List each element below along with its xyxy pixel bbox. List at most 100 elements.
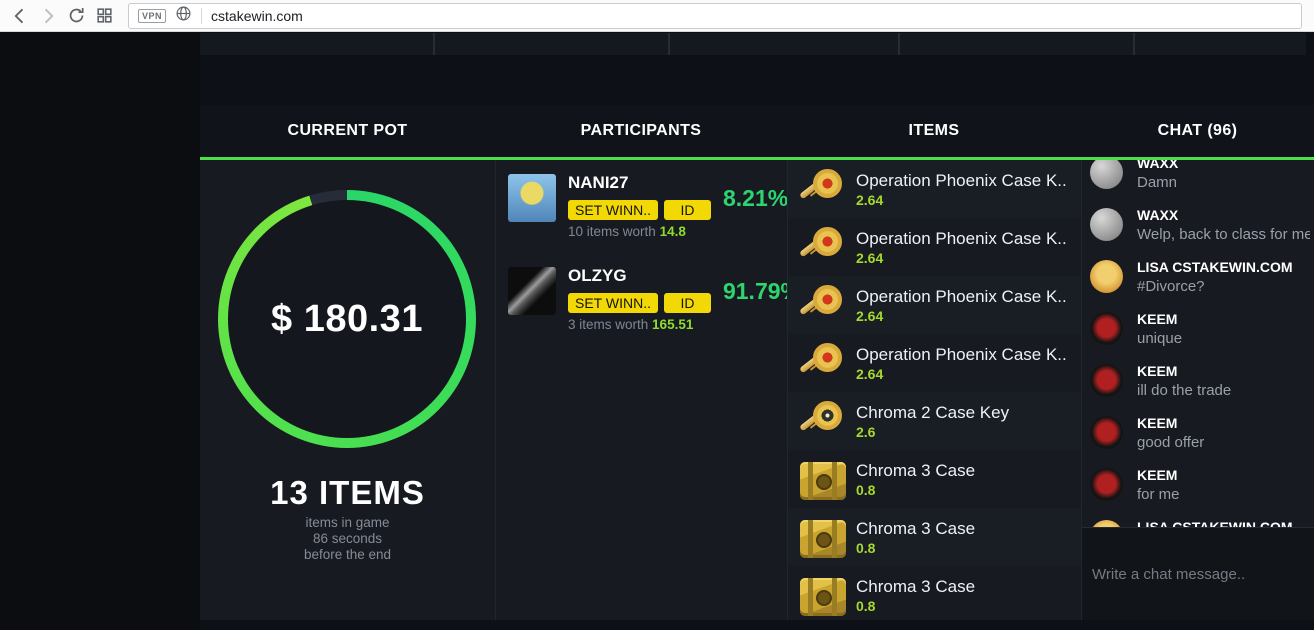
item-info: Chroma 2 Case Key 2.6 [856, 402, 1009, 441]
pot-amount: $ 180.31 [271, 297, 423, 340]
participant-buttons: SET WINN.. ID [568, 293, 711, 313]
current-pot-section: $ 180.31 13 ITEMS items in game 86 secon… [200, 160, 495, 620]
apps-grid-icon[interactable] [90, 3, 118, 29]
item-info: Operation Phoenix Case K.. 2.64 [856, 344, 1067, 383]
page-background: CURRENT POT PARTICIPANTS ITEMS CHAT (96)… [0, 32, 1314, 630]
item-row: Chroma 2 Case Key 2.6 [788, 392, 1081, 450]
participant-name: NANI27 [568, 173, 629, 192]
item-price: 2.6 [856, 423, 876, 440]
chat-username: LISA CSTAKEWIN.COM [1137, 519, 1293, 527]
chat-avatar [1090, 312, 1123, 345]
item-name: Chroma 3 Case [856, 518, 976, 538]
url-text: cstakewin.com [211, 7, 303, 24]
participants-title: PARTICIPANTS [580, 122, 702, 139]
win-chance-percent: 8.21% [722, 185, 789, 211]
items-section: Operation Phoenix Case K.. 2.64 Operatio… [787, 160, 1081, 620]
participant-worth: 3 items worth 165.51 [568, 317, 711, 332]
chat-avatar [1090, 520, 1123, 527]
reload-icon[interactable] [62, 3, 90, 29]
chat-avatar [1090, 416, 1123, 449]
item-row: Operation Phoenix Case K.. 2.64 [788, 334, 1081, 392]
chat-text: Welp, back to class for me lo [1137, 226, 1310, 243]
participant-row: OLZYG SET WINN.. ID 3 items worth 165.51… [496, 253, 801, 346]
item-info: Chroma 3 Case 0.8 [856, 576, 975, 615]
item-icon [800, 461, 846, 500]
chat-username: LISA CSTAKEWIN.COM [1137, 259, 1293, 275]
chat-input[interactable] [1082, 528, 1314, 620]
item-price: 2.64 [856, 365, 884, 382]
chat-text: unique [1137, 330, 1183, 347]
item-row: Chroma 3 Case 0.8 [788, 508, 1081, 566]
item-icon [800, 167, 846, 211]
forward-icon[interactable] [34, 3, 62, 29]
participant-info: NANI27 SET WINN.. ID 10 items worth 14.8 [568, 172, 711, 239]
item-price: 0.8 [856, 481, 876, 498]
pot-ring-inner: $ 180.31 [228, 200, 466, 438]
chat-message-list[interactable]: WAXX Damn WAXX Welp, back to class for m… [1082, 160, 1314, 527]
top-nav-tab[interactable] [200, 33, 435, 55]
set-winner-button[interactable]: SET WINN.. [568, 200, 658, 220]
items-list: Operation Phoenix Case K.. 2.64 Operatio… [788, 160, 1081, 620]
chat-text: #Divorce? [1137, 278, 1205, 295]
top-nav-tab[interactable] [900, 33, 1135, 55]
item-row: Operation Phoenix Case K.. 2.64 [788, 276, 1081, 334]
id-button[interactable]: ID [663, 200, 711, 220]
id-button[interactable]: ID [663, 293, 711, 313]
item-icon [800, 225, 846, 269]
item-price: 2.64 [856, 307, 884, 324]
back-icon[interactable] [6, 3, 34, 29]
chat-message-body: KEEM unique [1137, 309, 1182, 349]
globe-icon [175, 5, 192, 27]
worth-label: 3 items worth [568, 317, 649, 332]
item-row: Chroma 3 Case 0.8 [788, 450, 1081, 508]
item-info: Operation Phoenix Case K.. 2.64 [856, 170, 1067, 209]
pot-items-count: 13 ITEMS [270, 474, 425, 511]
item-name: Operation Phoenix Case K.. [856, 344, 1067, 364]
top-nav-tab[interactable] [1135, 33, 1306, 55]
item-price: 2.64 [856, 249, 884, 266]
chat-message-body: KEEM for me [1137, 465, 1180, 505]
chat-message: KEEM unique [1090, 309, 1310, 349]
item-price: 0.8 [856, 597, 876, 614]
chat-text: for me [1137, 486, 1180, 503]
item-name: Operation Phoenix Case K.. [856, 170, 1067, 190]
item-icon [800, 283, 846, 327]
item-row: Operation Phoenix Case K.. 2.64 [788, 218, 1081, 276]
participant-avatar [508, 267, 556, 315]
top-nav-tab[interactable] [435, 33, 670, 55]
item-row: Operation Phoenix Case K.. 2.64 [788, 160, 1081, 218]
participant-row: NANI27 SET WINN.. ID 10 items worth 14.8… [496, 160, 789, 253]
current-pot-title: CURRENT POT [287, 122, 408, 139]
pot-subtext: items in game 86 seconds before the end [200, 515, 495, 563]
item-price: 0.8 [856, 539, 876, 556]
chat-message-body: KEEM good offer [1137, 413, 1204, 453]
item-icon [800, 577, 846, 616]
chat-message: KEEM good offer [1090, 413, 1310, 453]
accent-underline [200, 157, 1314, 160]
item-icon [800, 519, 846, 558]
chat-message-body: LISA CSTAKEWIN.COM Man i wish i had a kn… [1137, 517, 1293, 527]
items-title: ITEMS [908, 122, 960, 139]
item-price: 2.64 [856, 191, 884, 208]
set-winner-button[interactable]: SET WINN.. [568, 293, 658, 313]
item-name: Chroma 2 Case Key [856, 402, 1010, 422]
participant-name: OLZYG [568, 266, 627, 285]
chat-text: ill do the trade [1137, 382, 1232, 399]
participant-avatar [508, 174, 556, 222]
top-nav-tab[interactable] [670, 33, 900, 55]
address-bar[interactable]: VPN cstakewin.com [128, 2, 1302, 29]
chat-message: WAXX Welp, back to class for me lo [1090, 205, 1310, 245]
item-row: Chroma 3 Case 0.8 [788, 566, 1081, 620]
participants-section: NANI27 SET WINN.. ID 10 items worth 14.8… [495, 160, 801, 620]
panel-body: $ 180.31 13 ITEMS items in game 86 secon… [200, 160, 1314, 620]
chat-text: good offer [1137, 434, 1205, 451]
item-info: Operation Phoenix Case K.. 2.64 [856, 286, 1067, 325]
urlbar-divider [201, 7, 203, 24]
chat-text: Damn [1137, 174, 1178, 191]
chat-avatar [1090, 468, 1123, 501]
browser-toolbar: VPN cstakewin.com [0, 0, 1314, 32]
chat-username: KEEM [1137, 311, 1178, 327]
participants-list: NANI27 SET WINN.. ID 10 items worth 14.8… [496, 160, 801, 346]
worth-value: 165.51 [652, 317, 694, 332]
